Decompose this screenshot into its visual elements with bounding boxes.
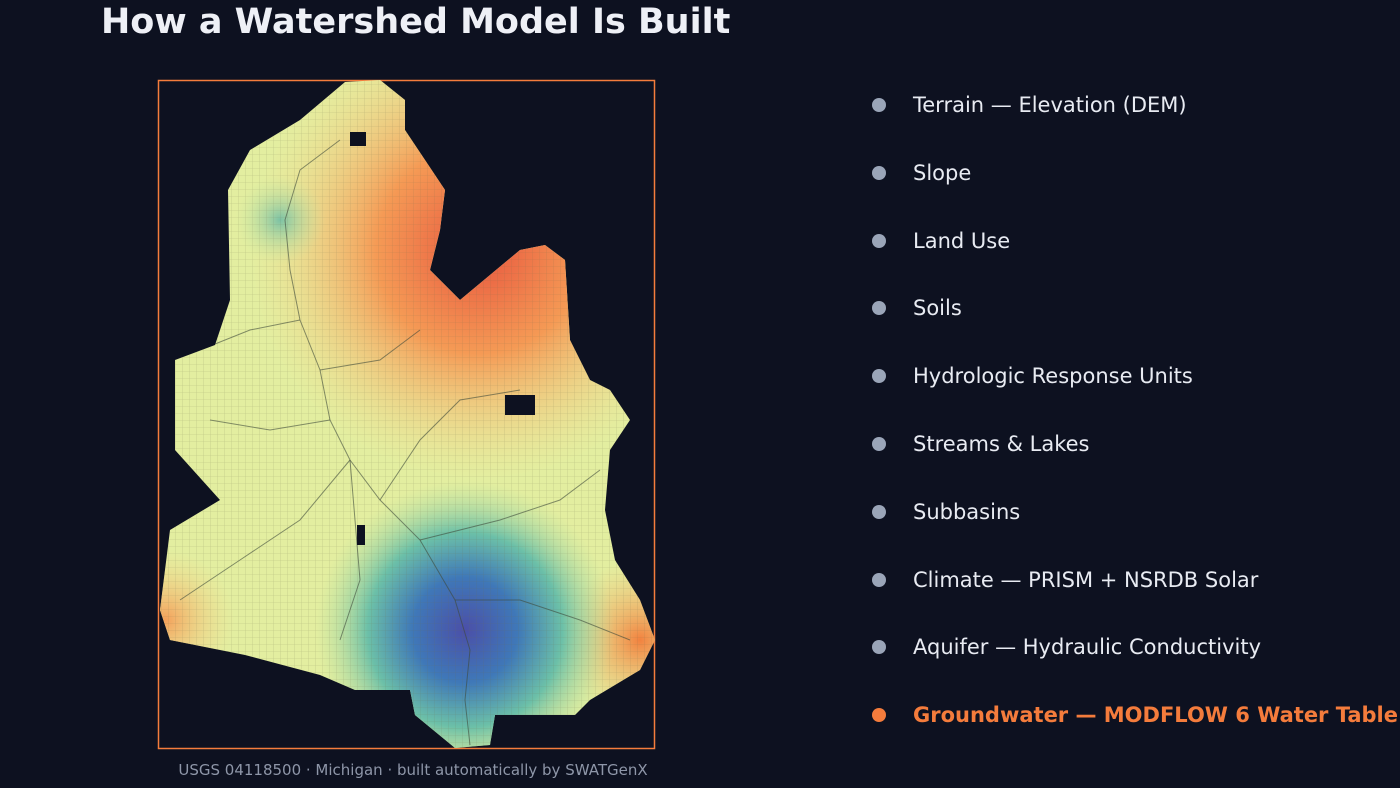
step-bullet — [872, 369, 886, 384]
step-label: Climate — PRISM + NSRDB Solar — [913, 567, 1259, 592]
step-item: Streams & Lakes — [872, 432, 1090, 456]
step-item: Aquifer — Hydraulic Conductivity — [872, 635, 1261, 659]
step-label: Hydrologic Response Units — [913, 364, 1193, 389]
map-caption: USGS 04118500 · Michigan · built automat… — [178, 761, 648, 779]
watershed-map — [157, 79, 656, 750]
step-bullet — [872, 504, 886, 519]
step-label: Slope — [913, 160, 972, 185]
step-bullet — [872, 640, 886, 655]
step-label: Aquifer — Hydraulic Conductivity — [913, 635, 1262, 660]
step-bullet — [872, 437, 886, 451]
step-bullet — [872, 708, 886, 723]
step-item: Soils — [872, 296, 962, 320]
step-item: Groundwater — MODFLOW 6 Water Table — [872, 703, 1398, 727]
step-label: Terrain — Elevation (DEM) — [913, 93, 1187, 117]
map-frame — [157, 79, 656, 750]
step-item: Slope — [872, 161, 971, 185]
step-bullet — [872, 233, 886, 248]
step-item: Terrain — Elevation (DEM) — [872, 93, 1187, 117]
step-item: Climate — PRISM + NSRDB Solar — [872, 568, 1258, 592]
step-list: Terrain — Elevation (DEM) Slope Land Use So… — [872, 0, 1400, 788]
watershed-raster — [160, 80, 655, 748]
step-label: Soils — [913, 296, 962, 321]
step-bullet — [872, 301, 886, 316]
step-bullet — [872, 98, 886, 112]
step-bullet — [872, 572, 886, 587]
step-bullet — [872, 165, 886, 180]
step-label: Streams & Lakes — [913, 432, 1090, 456]
step-item: Land Use — [872, 229, 1010, 253]
slide-title: How a Watershed Model Is Built — [101, 2, 731, 42]
step-item: Subbasins — [872, 500, 1020, 524]
step-label: Land Use — [913, 228, 1011, 253]
step-item: Hydrologic Response Units — [872, 364, 1193, 388]
step-label: Groundwater — MODFLOW 6 Water Table — [913, 703, 1398, 728]
step-label: Subbasins — [913, 499, 1021, 524]
